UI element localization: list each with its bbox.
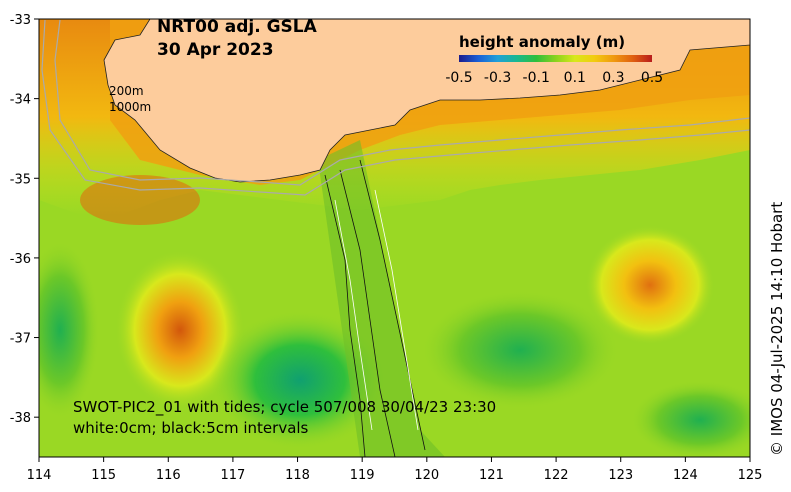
x-tick-label: 124 [673,468,698,483]
colorbar-tick-label: -0.5 [445,70,472,86]
swot-contour-black [324,174,366,457]
swot-contour-white [334,199,373,431]
isobath-200m [54,19,750,186]
y-axis: -33 -34 -35 -36 -37 -38 [10,13,39,426]
x-tick-label: 121 [479,468,504,483]
x-tick-label: 122 [544,468,569,483]
x-tick-label: 118 [285,468,310,483]
x-tick-label: 123 [608,468,633,483]
shelf-hotspot [80,175,200,225]
swot-note-line2: white:0cm; black:5cm intervals [73,419,309,437]
colorbar-tick-label: 0.5 [641,70,663,86]
x-tick-label: 125 [738,468,763,483]
y-tick-label: -33 [10,13,31,28]
x-tick-label: 117 [220,468,245,483]
x-tick-label: 119 [350,468,375,483]
x-axis: 114 115 116 117 118 119 120 121 122 123 124 125 [27,457,763,483]
y-tick-label: -37 [10,332,31,347]
depth-label-1000m: 1000m [109,100,151,114]
y-tick-label: -38 [10,411,31,426]
cold-region-west [39,240,100,420]
cold-region-southeast [630,380,750,457]
depth-label-200m: 200m [109,84,144,98]
warm-eddy-east [585,225,715,345]
isobath-1000m [41,19,750,196]
colorbar-tick-label: 0.3 [602,70,624,86]
swot-contour-black [359,159,426,451]
swot-contour-white [374,189,419,431]
swot-contour-black [339,169,396,457]
colorbar-tick-label: -0.3 [484,70,511,86]
x-tick-label: 116 [156,468,181,483]
map-title: NRT00 adj. GSLA [157,17,318,37]
imos-credit: © IMOS 04-Jul-2025 14:10 Hobart [768,202,786,456]
y-tick-label: -36 [10,252,31,267]
colorbar-label: height anomaly (m) [459,33,625,51]
colorbar-tick-label: -0.1 [523,70,550,86]
swot-swath [318,140,445,457]
cold-region-east [420,290,620,410]
colorbar-ticks: -0.5 -0.3 -0.1 0.1 0.3 0.5 [445,70,663,86]
colorbar-tick-label: 0.1 [564,70,586,86]
swot-note-line1: SWOT-PIC2_01 with tides; cycle 507/008 3… [73,398,496,417]
x-tick-label: 114 [27,468,52,483]
map-date: 30 Apr 2023 [157,40,274,60]
colorbar [459,55,652,62]
plot-frame [38,18,751,458]
y-tick-label: -34 [10,93,31,108]
y-tick-label: -35 [10,172,31,187]
x-tick-label: 120 [414,468,439,483]
x-tick-label: 115 [91,468,116,483]
